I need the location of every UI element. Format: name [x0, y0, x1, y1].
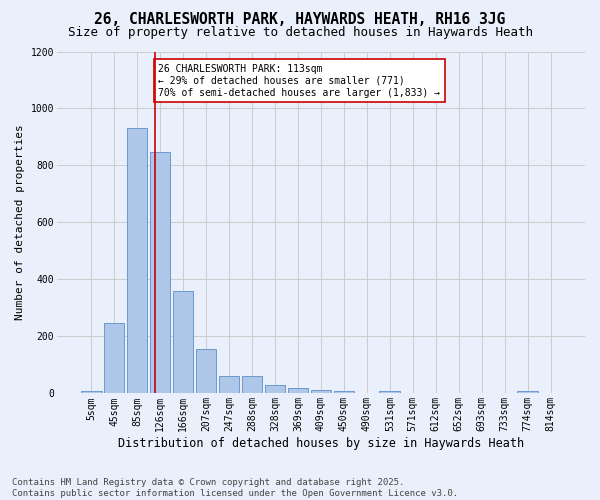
Bar — [242, 376, 262, 394]
Bar — [81, 391, 101, 394]
Bar — [218, 376, 239, 394]
Bar — [150, 152, 170, 394]
Bar — [127, 128, 148, 394]
Bar — [311, 390, 331, 394]
Bar — [104, 323, 124, 394]
Text: 26, CHARLESWORTH PARK, HAYWARDS HEATH, RH16 3JG: 26, CHARLESWORTH PARK, HAYWARDS HEATH, R… — [94, 12, 506, 28]
Bar — [265, 386, 286, 394]
Bar — [287, 388, 308, 394]
Text: Size of property relative to detached houses in Haywards Heath: Size of property relative to detached ho… — [67, 26, 533, 39]
X-axis label: Distribution of detached houses by size in Haywards Heath: Distribution of detached houses by size … — [118, 437, 524, 450]
Y-axis label: Number of detached properties: Number of detached properties — [15, 124, 25, 320]
Text: 26 CHARLESWORTH PARK: 113sqm
← 29% of detached houses are smaller (771)
70% of s: 26 CHARLESWORTH PARK: 113sqm ← 29% of de… — [158, 64, 440, 98]
Bar — [379, 391, 400, 394]
Text: Contains HM Land Registry data © Crown copyright and database right 2025.
Contai: Contains HM Land Registry data © Crown c… — [12, 478, 458, 498]
Bar — [334, 391, 354, 394]
Bar — [196, 348, 217, 394]
Bar — [517, 391, 538, 394]
Bar — [173, 292, 193, 394]
